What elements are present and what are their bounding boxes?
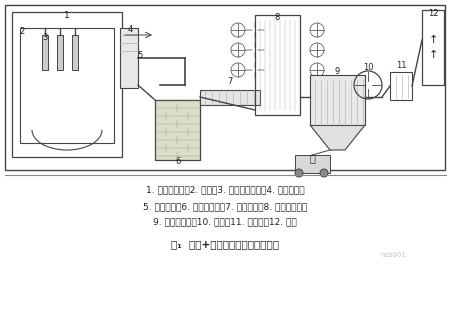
Text: 11: 11 (396, 60, 406, 69)
Text: 5. 水冷烟道；6. 燃烧沉降室；7. 水冷烟道；8. 机力风冷器；: 5. 水冷烟道；6. 燃烧沉降室；7. 水冷烟道；8. 机力风冷器； (143, 203, 307, 212)
Text: 1: 1 (64, 12, 70, 20)
Text: 10: 10 (363, 64, 373, 73)
Text: nzb001: nzb001 (380, 252, 406, 258)
Text: 2: 2 (19, 28, 25, 37)
Text: 6: 6 (175, 157, 181, 167)
Bar (120, 28, 138, 88)
Bar (12, 12, 122, 157)
Bar (5, 5, 445, 170)
Circle shape (295, 169, 303, 177)
Text: 8: 8 (274, 13, 280, 23)
Bar (200, 90, 260, 105)
Text: 图₁  水冷+机力风冷系统流程示意图: 图₁ 水冷+机力风冷系统流程示意图 (171, 239, 279, 249)
Text: 1. 电炉密闭罩；2. 电炉；3. 四孔水冷弯头；4. 水冷滑套；: 1. 电炉密闭罩；2. 电炉；3. 四孔水冷弯头；4. 水冷滑套； (146, 186, 304, 194)
Bar (390, 72, 412, 100)
Text: 5: 5 (138, 50, 143, 59)
Bar (310, 75, 365, 125)
Bar (295, 155, 330, 173)
Text: 9. 布袋除尘器；10. 风机；11. 消声器；12. 烟囱: 9. 布袋除尘器；10. 风机；11. 消声器；12. 烟囱 (153, 218, 297, 227)
Circle shape (320, 169, 328, 177)
Bar (155, 100, 200, 160)
Bar (72, 35, 78, 70)
Bar (255, 15, 300, 115)
Text: 12: 12 (428, 8, 438, 18)
Text: 4: 4 (127, 25, 133, 34)
Text: 9: 9 (334, 68, 340, 76)
Bar (57, 35, 63, 70)
Text: 3: 3 (42, 33, 48, 43)
Bar (20, 28, 114, 143)
Text: 7: 7 (227, 78, 233, 86)
Text: ↑: ↑ (428, 35, 437, 45)
Bar (42, 35, 48, 70)
Text: ↑: ↑ (428, 50, 437, 60)
Polygon shape (310, 125, 365, 150)
Bar (422, 10, 444, 85)
Text: 🚛: 🚛 (309, 153, 315, 163)
